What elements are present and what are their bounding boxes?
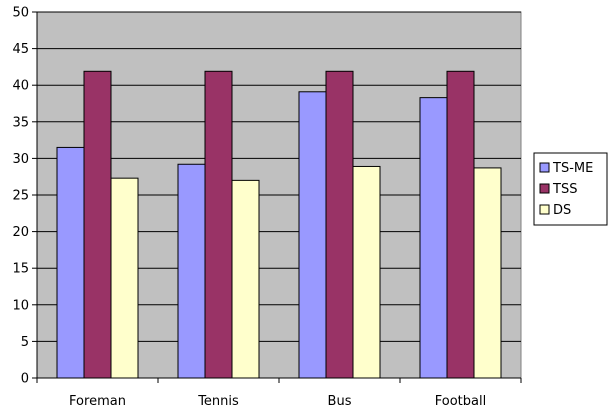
bar-tss-bus: [325, 70, 354, 379]
legend-label: TSS: [552, 182, 577, 197]
bar-ds-bus: [352, 165, 381, 379]
legend-swatch: [539, 162, 550, 173]
legend-swatch: [539, 204, 550, 215]
bar-ts-me-foreman: [56, 146, 85, 379]
y-tick-label: 50: [12, 6, 29, 21]
y-tick-label: 10: [12, 298, 29, 313]
bar-ds-football: [473, 167, 502, 379]
bar-tss-foreman: [83, 70, 112, 379]
bar-ds-foreman: [110, 177, 139, 379]
bar-tss-tennis: [204, 70, 233, 379]
y-tick-label: 40: [12, 79, 29, 94]
x-tick-label: Bus: [328, 394, 352, 409]
y-tick-label: 45: [12, 42, 29, 57]
bars: [56, 70, 502, 379]
y-tick-label: 35: [12, 115, 29, 130]
y-tick-label: 30: [12, 152, 29, 167]
x-axis: Foreman Tennis Bus Football: [36, 377, 522, 409]
bar-ds-tennis: [231, 179, 260, 379]
x-tick-label: Foreman: [69, 394, 126, 409]
y-tick-label: 15: [12, 262, 29, 277]
legend-label: TS-ME: [552, 161, 593, 176]
legend-label: DS: [553, 203, 571, 218]
y-axis: 0 5 10 15 20 25 30 35 40 45 50: [12, 6, 38, 387]
x-tick-label: Football: [435, 394, 486, 409]
legend-swatch: [539, 183, 550, 194]
y-tick-label: 25: [12, 189, 29, 204]
bar-ts-me-bus: [298, 91, 327, 379]
y-tick-label: 0: [21, 372, 29, 387]
y-tick-label: 20: [12, 225, 29, 240]
legend: TS-ME TSS DS: [533, 152, 608, 226]
bar-tss-football: [446, 70, 475, 379]
x-tick-label: Tennis: [197, 394, 239, 409]
bar-ts-me-tennis: [177, 163, 206, 379]
bar-ts-me-football: [419, 97, 448, 379]
y-tick-label: 5: [21, 335, 29, 350]
